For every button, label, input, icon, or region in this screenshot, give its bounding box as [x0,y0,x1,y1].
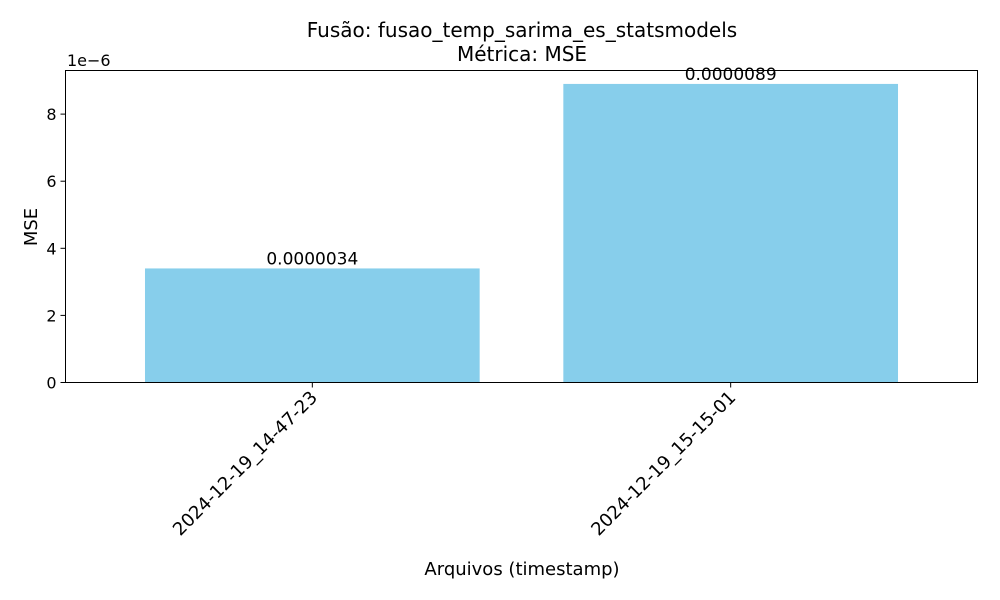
chart-title: Fusão: fusao_temp_sarima_es_statsmodels [307,18,737,42]
y-offset-text: 1e−6 [67,51,111,70]
y-axis: 0 2 4 6 8 [46,105,66,393]
bar [144,268,480,383]
x-axis: 2024-12-19_14-47-23 2024-12-19_15-15-01 [169,382,740,540]
data-label: 0.0000034 [266,249,358,269]
data-labels-group: 0.0000034 0.0000089 [266,65,776,270]
x-axis-label: Arquivos (timestamp) [424,559,619,580]
data-label: 0.0000089 [685,65,777,85]
plot-frame [65,70,978,383]
x-tick-label: 2024-12-19_14-47-23 [169,387,322,540]
bar [563,83,899,383]
y-tick-label: 2 [46,306,56,325]
y-axis-label: MSE [21,208,42,246]
chart-subtitle: Métrica: MSE [457,42,587,66]
bars-group [144,83,899,383]
y-tick-label: 0 [46,374,56,393]
y-tick-label: 6 [46,172,56,191]
y-tick-label: 8 [46,105,56,124]
y-tick-label: 4 [46,239,56,258]
x-tick-label: 2024-12-19_15-15-01 [587,387,740,540]
